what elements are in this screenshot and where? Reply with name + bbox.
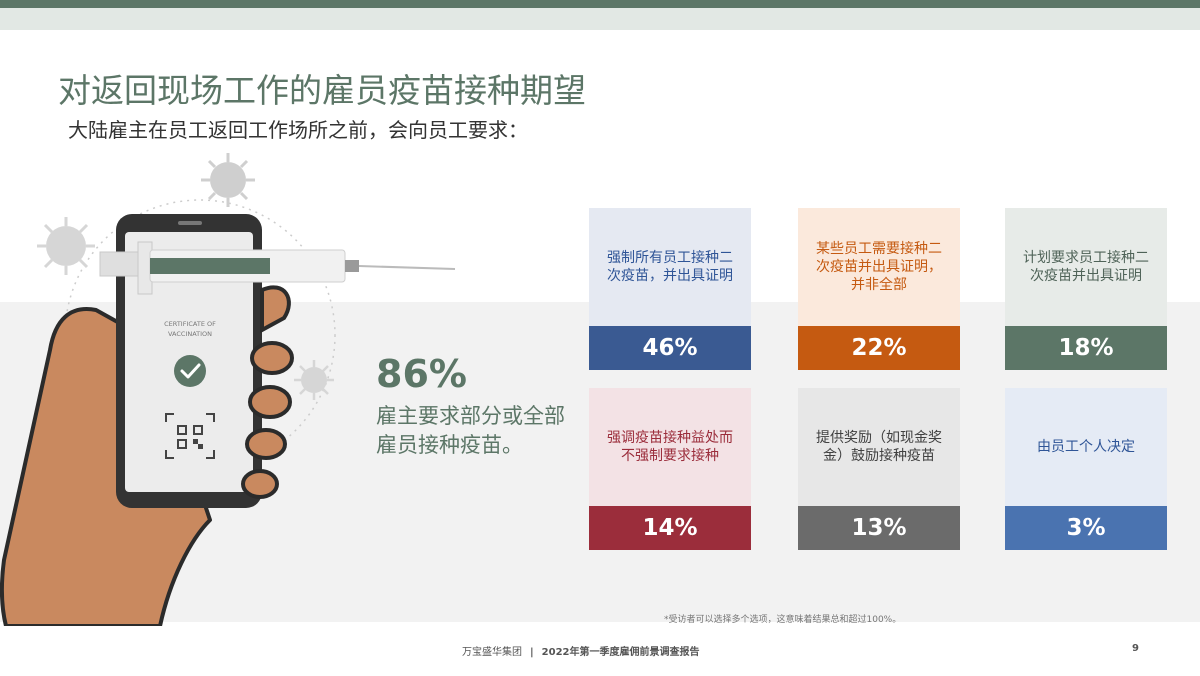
virus-icon xyxy=(37,217,95,275)
card-label: 计划要求员工接种二次疫苗并出具证明 xyxy=(1005,208,1167,326)
virus-icon xyxy=(294,360,334,400)
stat-card-mandatory-all: 强制所有员工接种二次疫苗，并出具证明 46% xyxy=(589,208,751,370)
card-value: 46% xyxy=(589,326,751,370)
virus-icon xyxy=(201,153,255,207)
syringe-icon xyxy=(99,241,456,295)
phone-icon: CERTIFICATE OF VACCINATION xyxy=(116,214,262,508)
fingers-icon xyxy=(241,285,294,499)
card-label: 某些员工需要接种二次疫苗并出具证明，并非全部 xyxy=(798,208,960,326)
card-value: 14% xyxy=(589,506,751,550)
phone-vaccination-illustration: CERTIFICATE OF VACCINATION xyxy=(0,153,456,626)
certificate-line2: VACCINATION xyxy=(168,330,212,338)
footer-separator: | xyxy=(530,647,534,658)
card-value: 18% xyxy=(1005,326,1167,370)
stat-card-encourage: 强调疫苗接种益处而不强制要求接种 14% xyxy=(589,388,751,550)
highlight-percent: 86% xyxy=(376,352,467,396)
stat-card-employee-decides: 由员工个人决定 3% xyxy=(1005,388,1167,550)
stat-card-planning: 计划要求员工接种二次疫苗并出具证明 18% xyxy=(1005,208,1167,370)
stat-card-incentives: 提供奖励（如现金奖金）鼓励接种疫苗 13% xyxy=(798,388,960,550)
check-icon xyxy=(174,355,206,387)
card-value: 3% xyxy=(1005,506,1167,550)
stat-card-some-employees: 某些员工需要接种二次疫苗并出具证明，并非全部 22% xyxy=(798,208,960,370)
top-light-bar xyxy=(0,8,1200,30)
footer-report: 2022年第一季度雇佣前景调查报告 xyxy=(541,647,700,658)
footer-company: 万宝盛华集团 xyxy=(462,647,522,658)
card-label: 提供奖励（如现金奖金）鼓励接种疫苗 xyxy=(798,388,960,506)
card-value: 22% xyxy=(798,326,960,370)
card-label: 强制所有员工接种二次疫苗，并出具证明 xyxy=(589,208,751,326)
page-title: 对返回现场工作的雇员疫苗接种期望 xyxy=(58,71,586,110)
card-value: 13% xyxy=(798,506,960,550)
card-label: 强调疫苗接种益处而不强制要求接种 xyxy=(589,388,751,506)
highlight-description: 雇主要求部分或全部雇员接种疫苗。 xyxy=(376,404,565,457)
top-accent-bar xyxy=(0,0,1200,8)
page-subtitle: 大陆雇主在员工返回工作场所之前，会向员工要求： xyxy=(68,118,528,142)
card-label: 由员工个人决定 xyxy=(1005,388,1167,506)
footer: 万宝盛华集团 | 2022年第一季度雇佣前景调查报告 xyxy=(462,643,700,658)
footnote: *受访者可以选择多个选项，这意味着结果总和超过100%。 xyxy=(664,615,902,625)
page-number: 9 xyxy=(1132,643,1139,654)
certificate-line1: CERTIFICATE OF xyxy=(164,320,216,328)
qr-code-icon xyxy=(165,413,215,459)
